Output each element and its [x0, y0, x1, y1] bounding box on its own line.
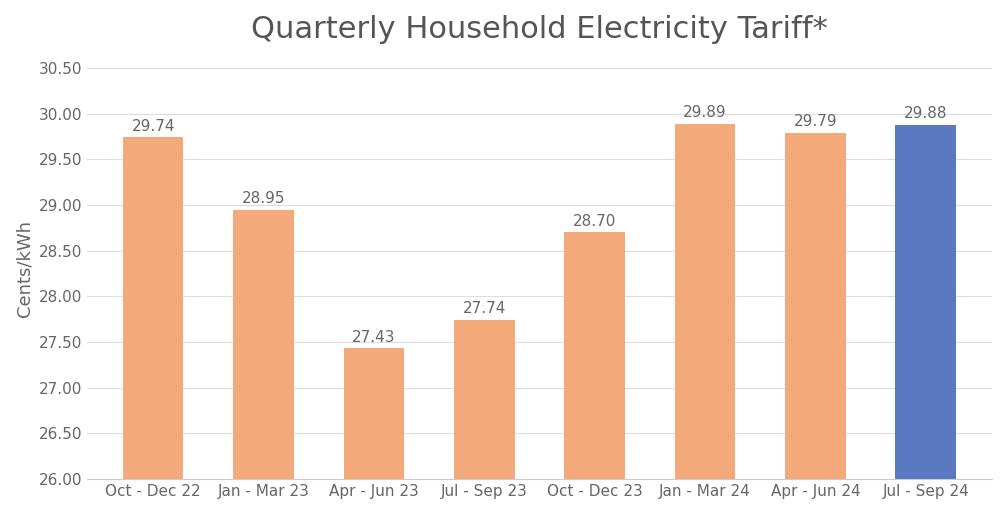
Bar [454, 320, 515, 514]
Text: 27.74: 27.74 [462, 302, 506, 317]
Bar [675, 124, 735, 514]
Bar [234, 210, 294, 514]
Bar [564, 232, 625, 514]
Text: 29.79: 29.79 [794, 114, 837, 129]
Bar [343, 348, 404, 514]
Text: 29.74: 29.74 [131, 119, 175, 134]
Bar [785, 133, 846, 514]
Text: 27.43: 27.43 [352, 330, 396, 345]
Bar [895, 124, 956, 514]
Bar [123, 137, 183, 514]
Text: 28.95: 28.95 [242, 191, 285, 206]
Text: 28.70: 28.70 [573, 214, 616, 229]
Text: 29.88: 29.88 [904, 106, 948, 121]
Y-axis label: Cents/kWh: Cents/kWh [15, 221, 33, 318]
Text: 29.89: 29.89 [683, 105, 727, 120]
Title: Quarterly Household Electricity Tariff*: Quarterly Household Electricity Tariff* [251, 15, 828, 44]
